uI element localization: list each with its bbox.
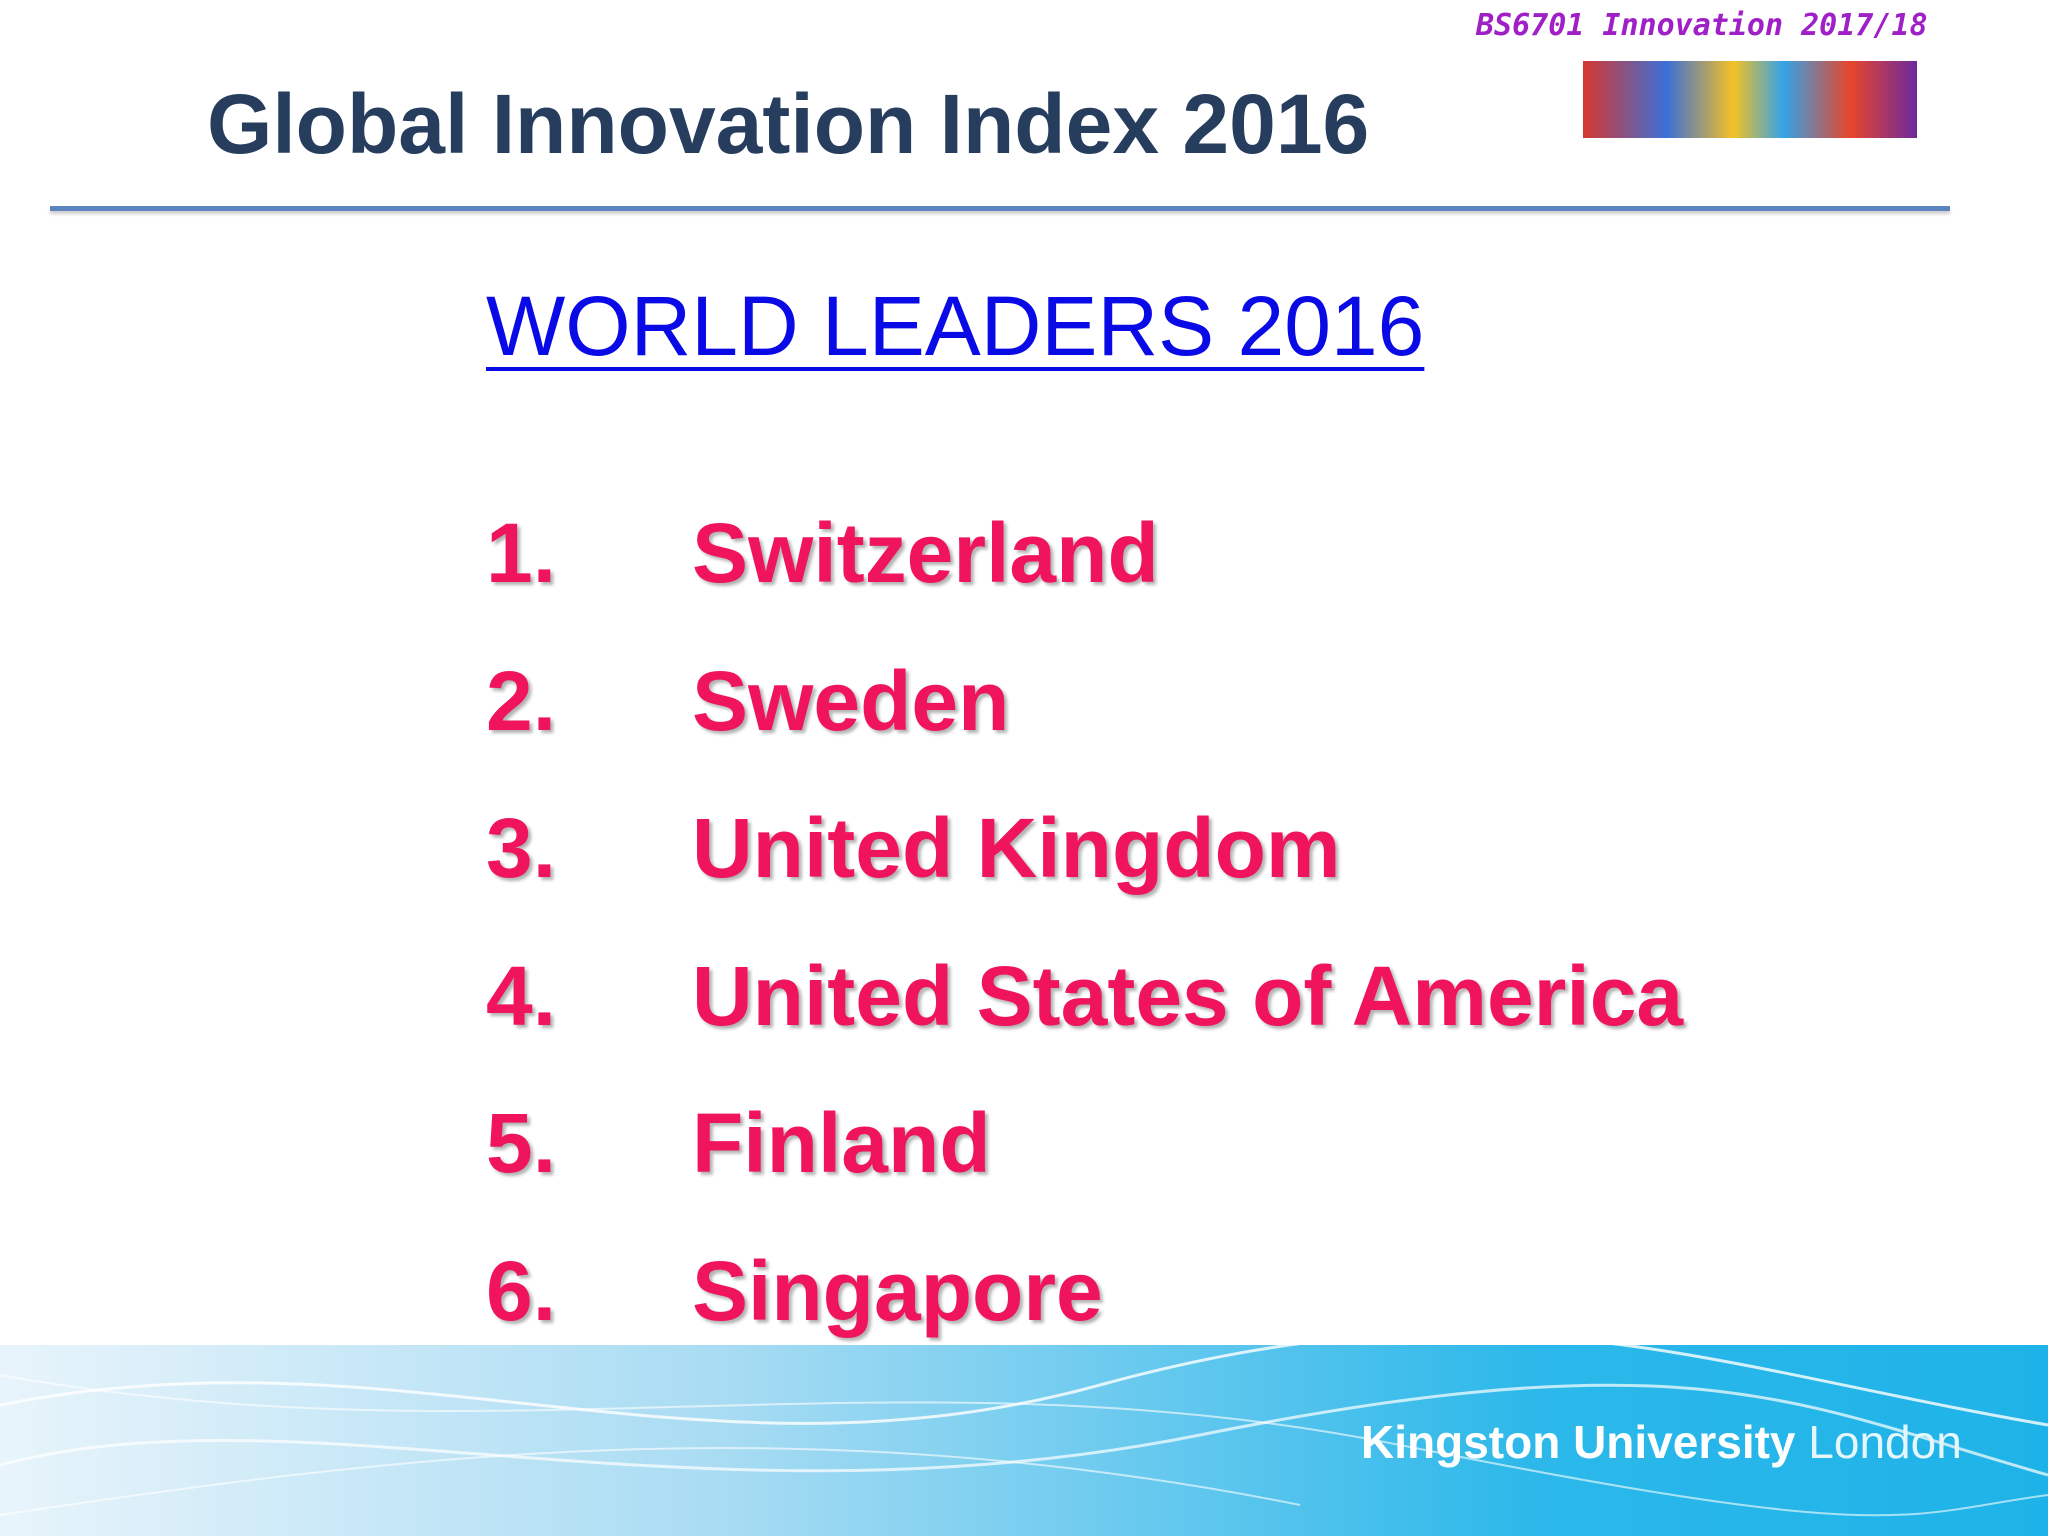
rank-number: 2. [486, 653, 557, 748]
country-name: Switzerland [692, 506, 1159, 600]
footer-waves [0, 1345, 2048, 1517]
rank-number: 4. [486, 948, 557, 1043]
rank-number: 3. [486, 801, 557, 896]
subtitle-link[interactable]: WORLD LEADERS 2016 [486, 279, 1425, 373]
brand-name: Kingston University [1361, 1416, 1796, 1468]
rank-number: 1. [486, 506, 557, 600]
rank-number: 5. [486, 1096, 557, 1191]
country-name: Sweden [692, 653, 1010, 748]
country-name: Singapore [692, 1244, 1103, 1338]
country-name: United Kingdom [692, 801, 1341, 896]
footer-band [0, 1345, 2048, 1536]
footer-brand: Kingston University London [1361, 1415, 1962, 1469]
course-note: BS6701 Innovation 2017/18 [1476, 8, 1928, 43]
country-name: Finland [692, 1096, 991, 1191]
title-rule [50, 206, 1950, 211]
slide-title: Global Innovation Index 2016 [207, 77, 1370, 171]
country-name: United States of America [692, 948, 1684, 1043]
header-image [1583, 61, 1917, 138]
brand-city: London [1808, 1416, 1962, 1468]
rank-number: 6. [486, 1244, 557, 1338]
